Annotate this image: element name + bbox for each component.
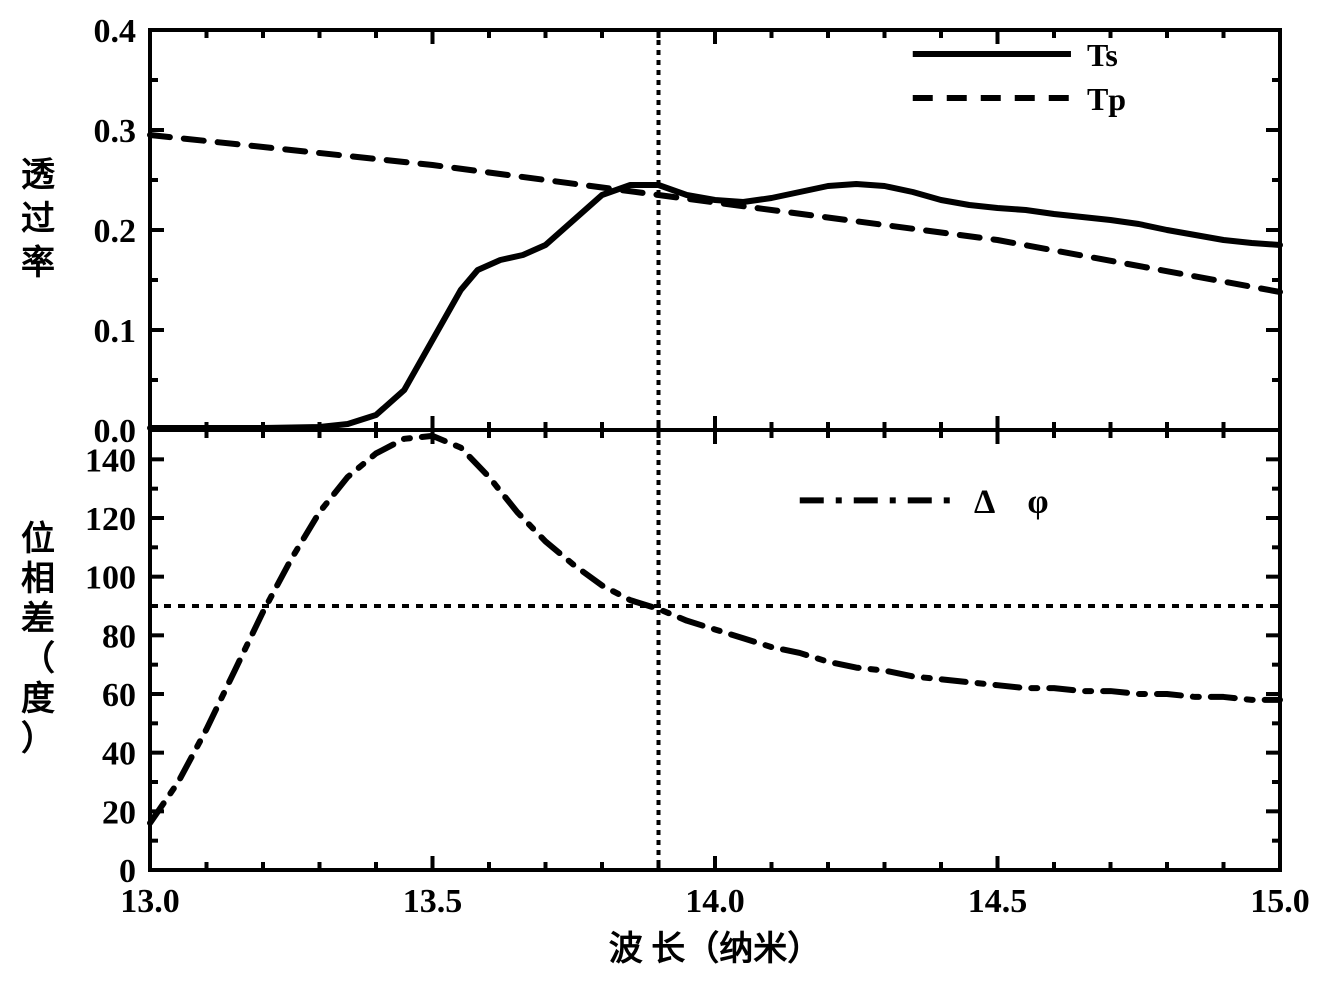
chart-svg: 0.00.10.20.30.402040608010012014013.013.… xyxy=(0,0,1322,987)
top-y-axis-label-char: 透 xyxy=(21,156,56,194)
top-y-axis-label-char: 过 xyxy=(21,200,55,238)
top-y-tick-label: 0.1 xyxy=(94,313,137,350)
bottom-y-axis-label-char: 差 xyxy=(21,600,55,638)
x-tick-label: 14.5 xyxy=(968,883,1028,920)
top-y-tick-label: 0.3 xyxy=(94,113,137,150)
x-tick-label: 14.0 xyxy=(685,883,745,920)
x-tick-label: 13.0 xyxy=(120,883,180,920)
bottom-y-axis-label-char: 度 xyxy=(21,680,55,718)
bottom-y-tick-label: 60 xyxy=(102,677,136,714)
bottom-y-tick-label: 140 xyxy=(85,442,136,479)
bottom-y-axis-label-char: 位 xyxy=(21,520,55,558)
top-y-tick-label: 0.4 xyxy=(94,13,137,50)
x-axis-label: 波 长（纳米） xyxy=(609,929,822,968)
bottom-y-tick-label: 20 xyxy=(102,794,136,831)
bottom-y-axis-label-char: ） xyxy=(21,719,55,758)
bottom-y-tick-label: 120 xyxy=(85,501,136,538)
legend-label-delta-phi: Δ φ xyxy=(974,483,1049,520)
bottom-y-tick-label: 80 xyxy=(102,618,136,655)
top-y-axis-label-char: 率 xyxy=(21,244,55,282)
legend-label-tp: Tp xyxy=(1087,81,1126,117)
bottom-y-tick-label: 100 xyxy=(85,560,136,597)
x-tick-label: 15.0 xyxy=(1250,883,1310,920)
bottom-y-axis-label-char: （ xyxy=(21,639,55,678)
bottom-y-tick-label: 40 xyxy=(102,736,136,773)
x-tick-label: 13.5 xyxy=(403,883,463,920)
bottom-y-axis-label-char: 相 xyxy=(21,560,55,598)
legend-label-ts: Ts xyxy=(1087,37,1118,73)
top-y-tick-label: 0.2 xyxy=(94,213,137,250)
